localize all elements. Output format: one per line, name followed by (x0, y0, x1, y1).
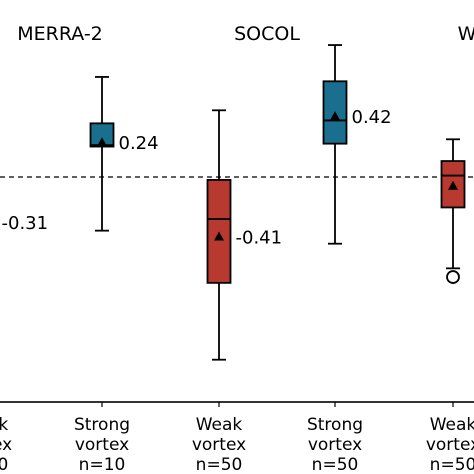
box-group-4 (440, 138, 466, 284)
x-category-label-3-1: vortex (308, 435, 362, 455)
x-category-label-0-2: n=50 (0, 455, 8, 474)
x-category-label-2-0: Weak (196, 415, 243, 435)
x-category-label-4-0: Weak (430, 415, 474, 435)
mean-value-label-1: 0.24 (119, 133, 159, 154)
x-category-label-0-0: Weak (0, 415, 8, 435)
x-category-label-1-0: Strong (74, 415, 130, 435)
x-category-label-4-1: vortex (426, 435, 474, 455)
x-category-label-1-1: vortex (75, 435, 129, 455)
mean-marker-1 (97, 137, 107, 147)
box-group-3: 0.42 (322, 44, 392, 245)
x-category-label-1-2: n=10 (79, 455, 126, 474)
mean-value-label-3: 0.42 (352, 107, 392, 128)
box-group-1: 0.24 (89, 76, 159, 232)
mean-marker-3 (330, 111, 340, 121)
x-category-label-4-2: n=50 (430, 455, 474, 474)
outlier-4-0 (446, 270, 460, 284)
box-body-2 (206, 178, 232, 284)
panel-title-2: W (458, 23, 474, 45)
mean-marker-4 (448, 180, 458, 190)
mean-value-label-2: -0.41 (236, 227, 283, 248)
box-body-1 (89, 122, 115, 148)
x-category-label-3-0: Strong (307, 415, 363, 435)
x-category-label-2-2: n=50 (196, 455, 243, 474)
mean-marker-2 (214, 231, 224, 241)
x-category-label-2-1: vortex (192, 435, 246, 455)
mean-value-label-0: -0.31 (2, 213, 49, 234)
x-category-label-0-1: vortex (0, 435, 12, 455)
panel-title-1: SOCOL (234, 23, 300, 45)
box-group-2: -0.41 (206, 109, 283, 361)
panel-title-0: MERRA-2 (17, 23, 103, 45)
x-category-label-3-2: n=50 (312, 455, 359, 474)
plot-frame (0, 401, 474, 403)
box-group-0: -0.31 (2, 213, 49, 234)
